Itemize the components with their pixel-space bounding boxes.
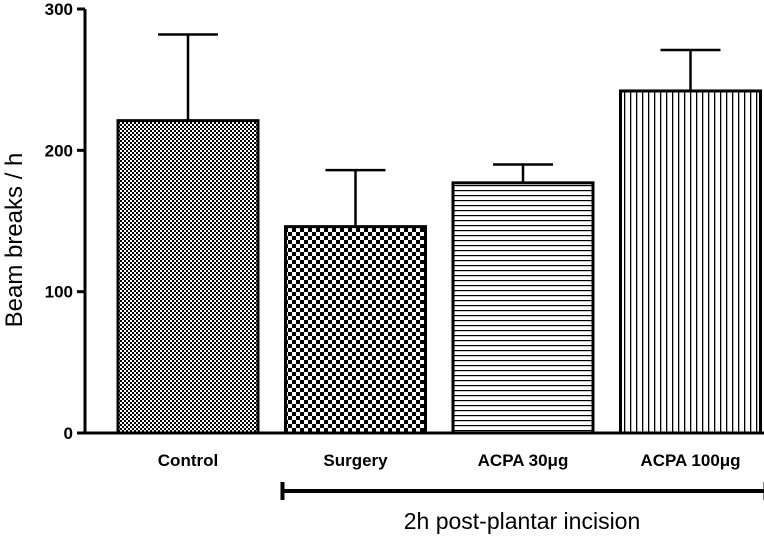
category-labels: Control Surgery ACPA 30μg ACPA 100μg xyxy=(158,451,741,470)
category-label-2: ACPA 30μg xyxy=(478,451,569,470)
y-tick-label: 0 xyxy=(64,424,73,443)
category-label-0: Control xyxy=(158,451,218,470)
category-label-1: Surgery xyxy=(323,451,388,470)
y-tick-label: 200 xyxy=(45,141,73,160)
bracket-label: 2h post-plantar incision xyxy=(404,508,641,534)
bar-2 xyxy=(451,181,595,435)
bar-1 xyxy=(284,225,427,435)
treatment-bracket: 2h post-plantar incision xyxy=(280,482,764,534)
category-label-3: ACPA 100μg xyxy=(640,451,740,470)
bar-0 xyxy=(116,119,260,435)
bars xyxy=(116,89,762,435)
y-tick-label: 300 xyxy=(45,0,73,19)
error-bars xyxy=(158,33,721,227)
y-axis-ticks: 0 100 200 300 xyxy=(45,0,85,443)
bar-3 xyxy=(619,89,762,435)
y-axis-label: Beam breaks / h xyxy=(1,153,28,328)
y-tick-label: 100 xyxy=(45,283,73,302)
